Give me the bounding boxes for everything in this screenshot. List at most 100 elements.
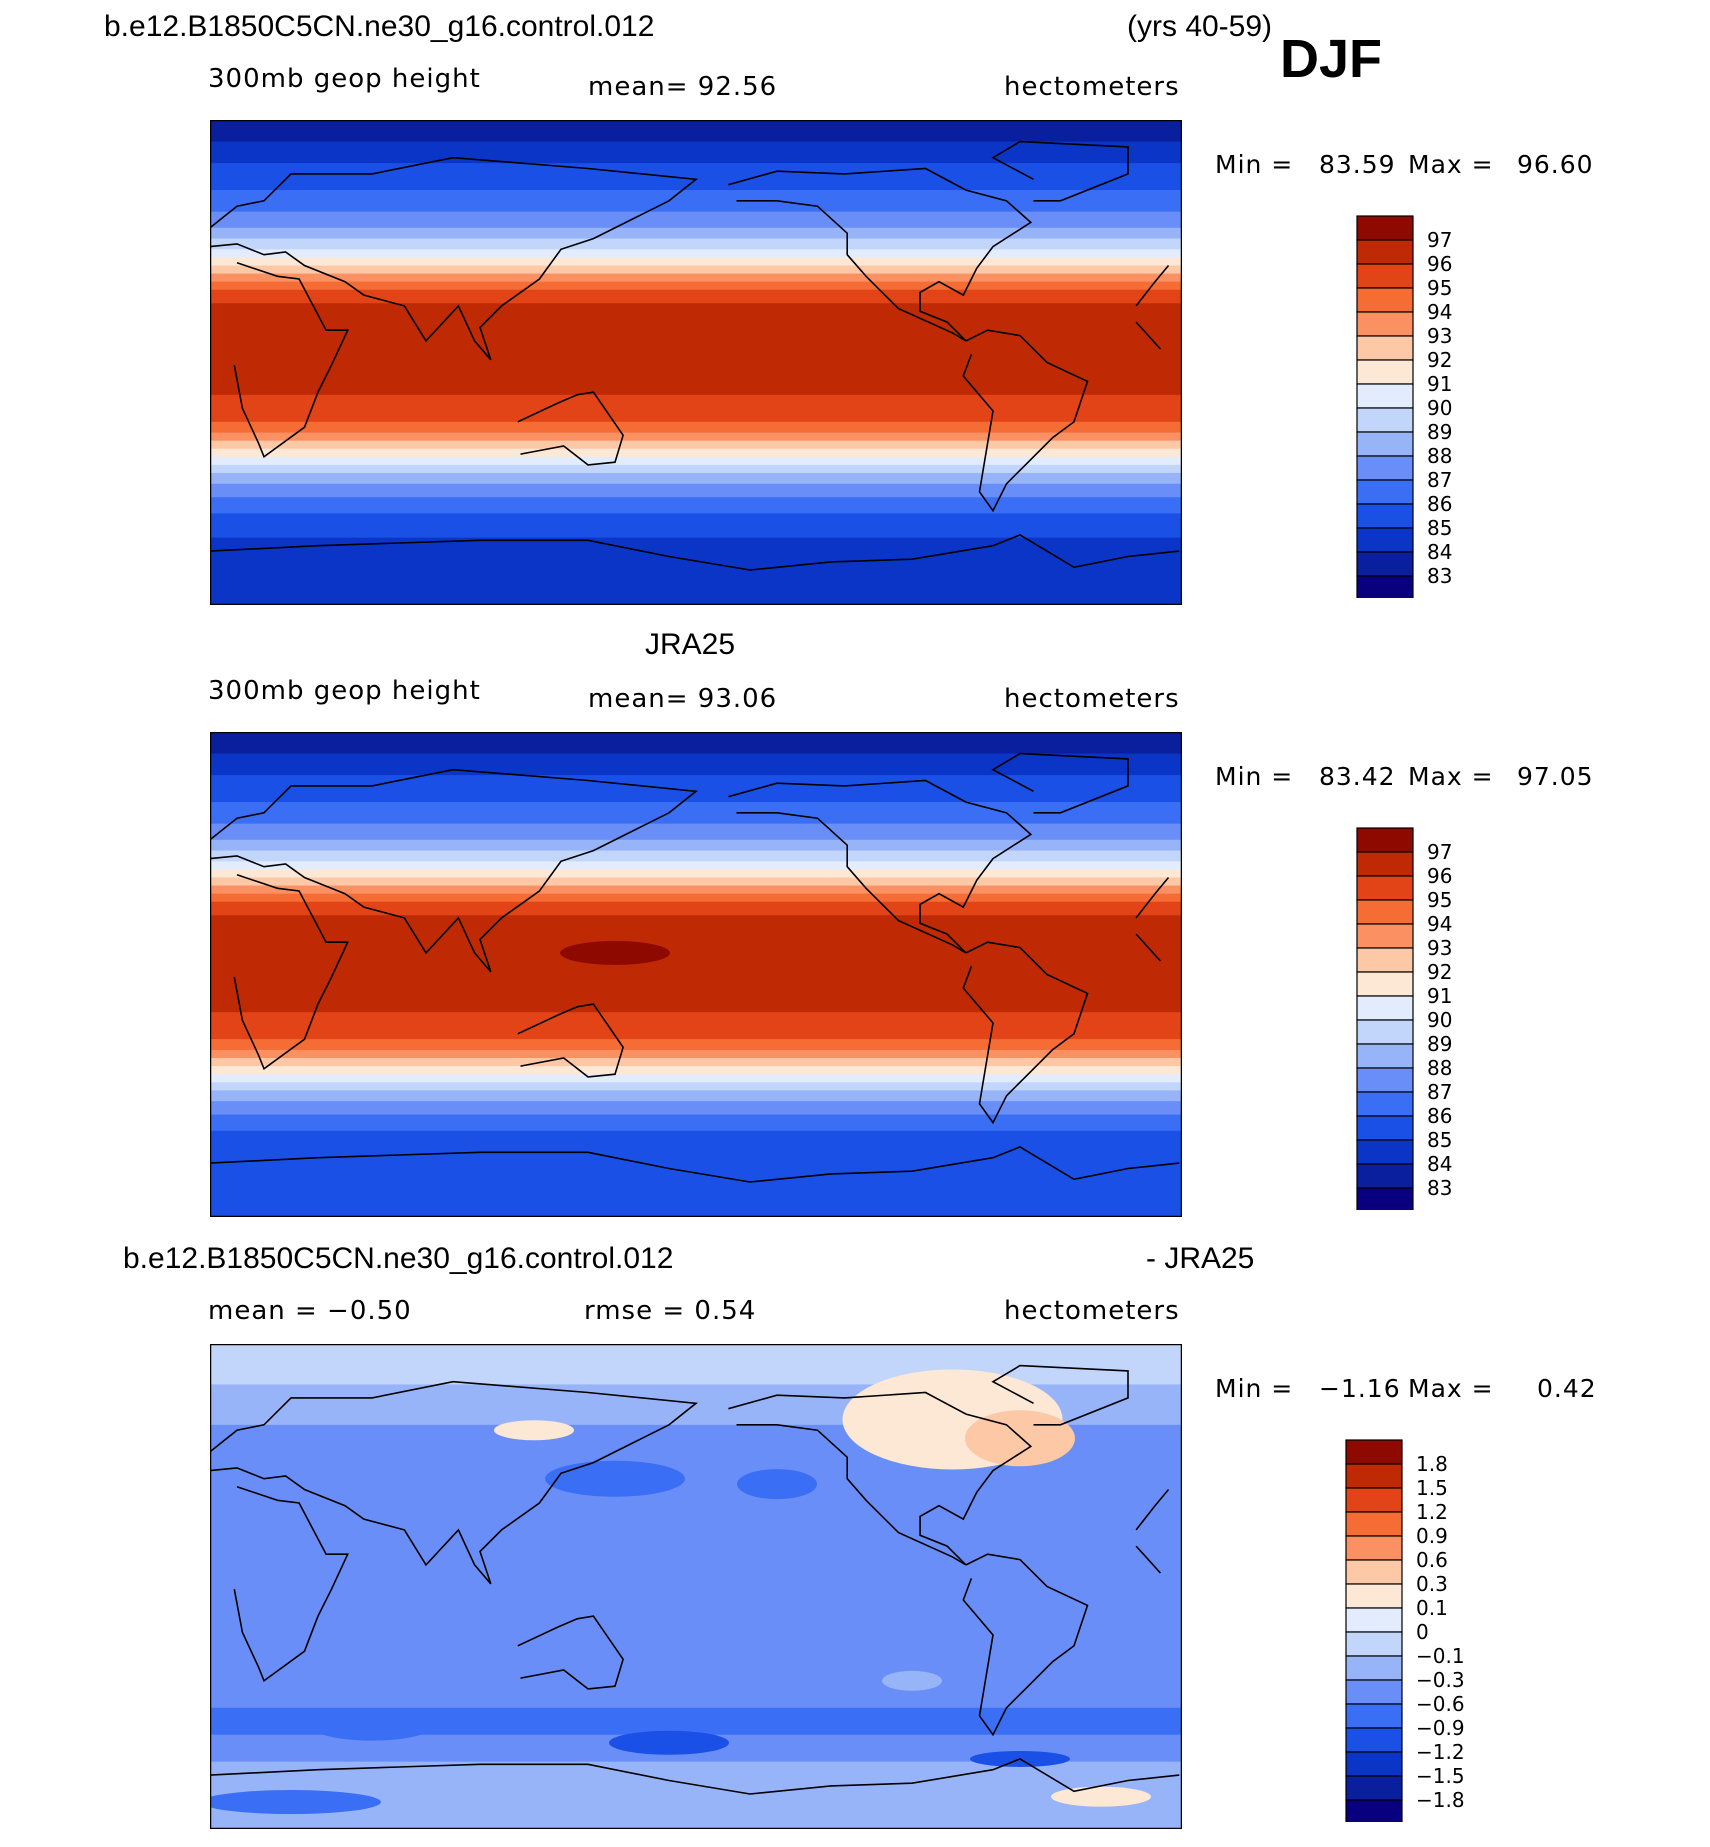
panel2-contour-band xyxy=(210,1074,1182,1083)
colorbar-swatch xyxy=(1345,1727,1403,1753)
panel1-contour-band xyxy=(210,273,1182,283)
panel3-colorbar-svg: 1.81.51.20.90.60.30.10−0.1−0.3−0.6−0.9−1… xyxy=(1345,1439,1465,1825)
panel2-contour-band xyxy=(210,885,1182,895)
colorbar-swatch xyxy=(1356,947,1414,973)
colorbar-tick-label: 86 xyxy=(1427,1104,1452,1128)
coastline xyxy=(1135,876,1170,919)
colorbar-swatch xyxy=(1345,1775,1403,1801)
colorbar-swatch xyxy=(1356,1043,1414,1069)
panel2-contour-band xyxy=(210,1190,1182,1218)
panel2-map-svg xyxy=(209,731,1183,1218)
colorbar-tick-label: 83 xyxy=(1427,1176,1452,1200)
panel2-contour-band xyxy=(210,775,1182,803)
panel1-contour-band xyxy=(210,303,1182,396)
panel1-map xyxy=(209,119,1183,606)
coastline xyxy=(233,1486,349,1683)
colorbar-tick-label: −0.9 xyxy=(1416,1716,1465,1740)
panel2-contour-band xyxy=(210,732,1182,755)
colorbar-swatch xyxy=(1345,1535,1403,1561)
panel3-contour-band xyxy=(210,1465,1182,1507)
panel3-map-svg xyxy=(201,1343,1183,1830)
colorbar-swatch xyxy=(1356,239,1414,265)
coastline xyxy=(728,779,1033,954)
panel1-contour-band xyxy=(210,578,1182,606)
panel1-coastlines xyxy=(209,140,1180,571)
panel2-contour-band xyxy=(210,802,1182,825)
panel2-contour-band xyxy=(210,1082,1182,1091)
colorbar-swatch xyxy=(1356,1067,1414,1093)
panel2-colorbar: 97 96 95 94 93 92 91 90 89 88 87 86 85 84 83 xyxy=(1355,824,1475,1213)
coastline xyxy=(233,874,349,1071)
colorbar-tick-label: 89 xyxy=(1427,420,1452,444)
colorbar-tick-label: 1.2 xyxy=(1416,1500,1448,1524)
panel1-map-svg xyxy=(209,119,1183,606)
colorbar-tick-label: −1.2 xyxy=(1416,1740,1465,1764)
panel3-contour-band xyxy=(210,1667,1182,1709)
colorbar-swatch xyxy=(1345,1583,1403,1609)
coastline xyxy=(209,1758,1180,1795)
coastline xyxy=(991,1364,1129,1426)
panel2-contour-band xyxy=(210,1049,1182,1059)
colorbar-swatch xyxy=(1345,1439,1403,1465)
panel3-rmse-label: rmse = 0.54 xyxy=(584,1296,757,1326)
panel2-contour-band xyxy=(210,1066,1182,1075)
panel1-contour-band xyxy=(210,211,1182,229)
colorbar-swatch xyxy=(1345,1631,1403,1657)
colorbar-tick-label: 93 xyxy=(1427,936,1452,960)
panel1-max-value: 96.60 xyxy=(1517,150,1594,179)
panel1-min-value: 83.59 xyxy=(1319,150,1396,179)
colorbar-tick-label: 85 xyxy=(1427,1128,1452,1152)
panel2-max-label: Max = xyxy=(1408,762,1494,791)
panel1-units-label: hectometers xyxy=(1004,72,1180,102)
coastline xyxy=(1135,933,1161,962)
colorbar-swatch xyxy=(1356,1139,1414,1165)
panel2-units-label: hectometers xyxy=(1004,684,1180,714)
colorbar-swatch xyxy=(1356,1091,1414,1117)
coastline xyxy=(233,262,349,459)
panel1-contour-band xyxy=(210,464,1182,474)
panel3-anomaly-blob xyxy=(312,1712,432,1741)
colorbar-tick-label: 96 xyxy=(1427,252,1452,276)
coastline xyxy=(209,1146,1180,1183)
colorbar-tick-label: 92 xyxy=(1427,348,1452,372)
panel2-contour-band xyxy=(210,1058,1182,1067)
panel1-contour-band xyxy=(210,238,1182,250)
colorbar-tick-label: 84 xyxy=(1427,540,1452,564)
panel2-contour-band xyxy=(210,1012,1182,1040)
panel3-anomaly-blob xyxy=(737,1469,817,1500)
panel2-contour-band xyxy=(210,901,1182,916)
panel3-mean-label: mean = −0.50 xyxy=(208,1296,412,1326)
colorbar-tick-label: 1.8 xyxy=(1416,1452,1448,1476)
panel2-contour-band xyxy=(210,1101,1182,1116)
colorbar-swatch xyxy=(1356,215,1414,241)
panel3-min-label: Min = xyxy=(1215,1374,1294,1403)
colorbar-swatch xyxy=(1356,551,1414,577)
colorbar-swatch xyxy=(1356,335,1414,361)
panel2-map xyxy=(209,731,1183,1218)
panel3-anomaly-blob xyxy=(882,1670,942,1691)
panel1-contour-band xyxy=(210,440,1182,450)
colorbar-tick-label: −0.1 xyxy=(1416,1644,1465,1668)
colorbar-swatch xyxy=(1356,407,1414,433)
panel2-frame xyxy=(209,731,1183,1218)
colorbar-tick-label: 88 xyxy=(1427,444,1452,468)
coastline xyxy=(209,1380,699,1585)
colorbar-tick-label: 91 xyxy=(1427,372,1452,396)
panel2-contour-band xyxy=(210,850,1182,862)
panel2-contour-band xyxy=(210,893,1182,903)
coastline xyxy=(962,329,1089,513)
colorbar-tick-label: −1.8 xyxy=(1416,1788,1465,1812)
panel2-min-value: 83.42 xyxy=(1319,762,1396,791)
panel1-contour-band xyxy=(210,472,1182,485)
colorbar-tick-label: 87 xyxy=(1427,1080,1452,1104)
panel2-contour-band xyxy=(210,1090,1182,1102)
panel3-coastlines xyxy=(209,1364,1180,1795)
panel1-contour-band xyxy=(210,289,1182,304)
colorbar-tick-label: 96 xyxy=(1427,864,1452,888)
coastline xyxy=(728,1391,1033,1566)
colorbar-swatch xyxy=(1345,1679,1403,1705)
panel3-contour-band xyxy=(210,1344,1182,1385)
colorbar-swatch xyxy=(1345,1559,1403,1585)
panel1-colorbar: 97 96 95 94 93 92 91 90 89 88 87 86 85 84 83 xyxy=(1355,212,1475,601)
